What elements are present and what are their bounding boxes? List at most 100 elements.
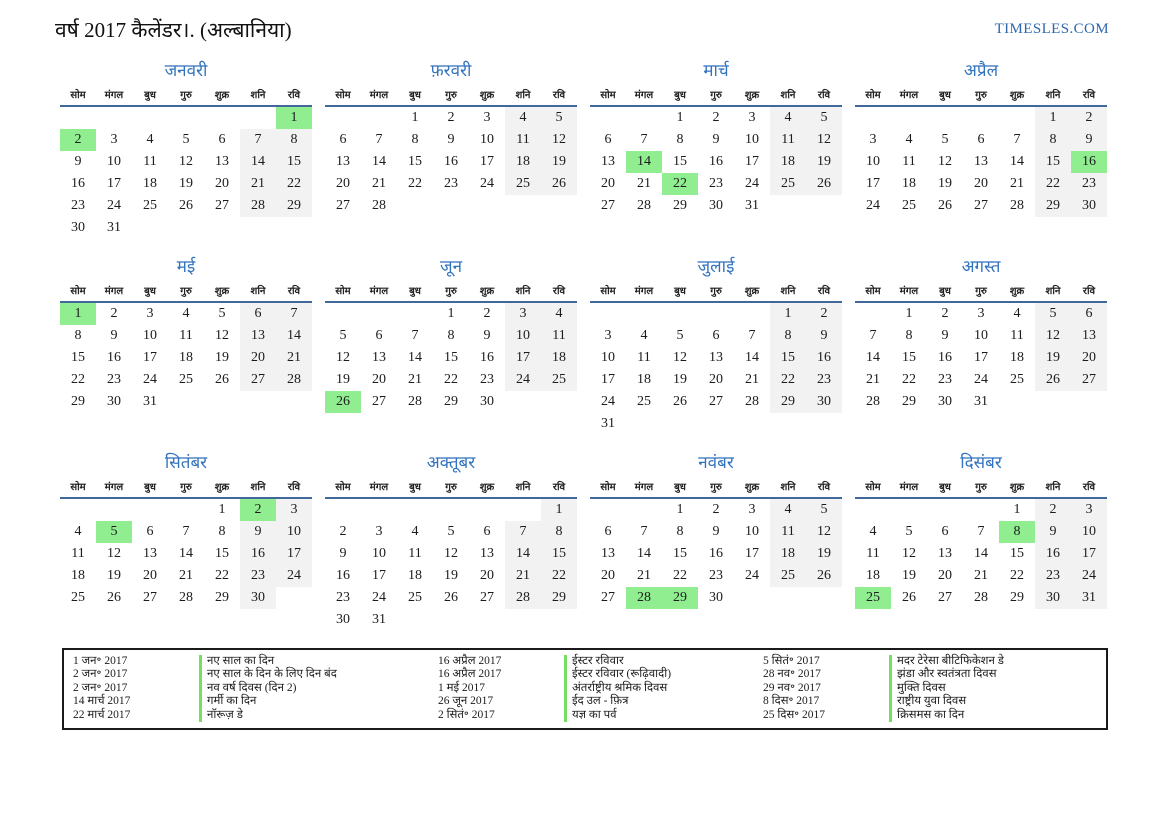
day-cell: 15 bbox=[1035, 151, 1071, 173]
day-cell: 4 bbox=[640, 328, 648, 343]
weekday-header: शनि bbox=[505, 478, 541, 499]
empty-cell bbox=[168, 498, 204, 521]
day-cell: 18 bbox=[866, 568, 880, 583]
weekday-header: मंगल bbox=[361, 282, 397, 303]
day-cell: 6 bbox=[218, 132, 226, 147]
day-cell: 14 bbox=[408, 350, 422, 365]
empty-cell bbox=[276, 587, 312, 609]
day-cell: 3 bbox=[276, 498, 312, 521]
day-cell: 13 bbox=[215, 154, 229, 169]
weekday-header: रवि bbox=[806, 282, 842, 303]
months-grid: जनवरी सोम मंगल बुध गुरु शुक्र शनि रवि 1 2 3 4 5 6 7 8 9 1… bbox=[60, 56, 1169, 644]
month-panel: सितंबर सोम मंगल बुध गुरु शुक्र शनि रवि 1 2 3 4 5 6 7 8 9… bbox=[60, 448, 312, 644]
day-cell: 9 bbox=[1035, 521, 1071, 543]
legend-entry: 14 मार्च 2017 गर्मी का दिन bbox=[64, 695, 429, 709]
day-cell: 12 bbox=[444, 546, 458, 561]
day-cell: 18 bbox=[179, 350, 193, 365]
day-cell: 18 bbox=[770, 543, 806, 565]
legend-entry: 22 मार्च 2017 नॉरूज़ डे bbox=[64, 708, 429, 723]
day-cell: 17 bbox=[480, 154, 494, 169]
weekday-header: सोम bbox=[855, 478, 891, 499]
legend-date: 2 जन॰ 2017 bbox=[73, 681, 128, 694]
empty-cell bbox=[999, 391, 1035, 413]
weekday-header: रवि bbox=[1071, 86, 1107, 107]
day-cell: 17 bbox=[1071, 543, 1107, 565]
month-grid: सोम मंगल बुध गुरु शुक्र शनि रवि 1 2 3 4 5 6 7 8 9 10 11 12… bbox=[60, 478, 312, 609]
week-row: 24 25 26 27 28 29 30 bbox=[590, 391, 842, 413]
day-cell: 10 bbox=[505, 325, 541, 347]
legend-entry: 8 दिस॰ 2017 राष्ट्रीय युवा दिवस bbox=[754, 695, 1106, 709]
day-cell: 19 bbox=[938, 176, 952, 191]
empty-cell bbox=[927, 498, 963, 521]
day-cell: 1 bbox=[676, 110, 684, 125]
empty-cell bbox=[132, 217, 168, 239]
day-cell: 23 bbox=[806, 369, 842, 391]
day-cell: 12 bbox=[806, 521, 842, 543]
empty-cell bbox=[770, 195, 806, 217]
weekday-header: सोम bbox=[855, 86, 891, 107]
day-cell: 31 bbox=[745, 198, 759, 213]
day-cell: 13 bbox=[601, 546, 615, 561]
weekday-header: गुरु bbox=[698, 478, 734, 499]
day-cell: 28 bbox=[1010, 198, 1024, 213]
day-cell: 4 bbox=[182, 306, 190, 321]
day-cell: 9 bbox=[74, 154, 82, 169]
day-cell: 8 bbox=[218, 524, 226, 539]
day-cell: 22 bbox=[1035, 173, 1071, 195]
day-cell: 17 bbox=[866, 176, 880, 191]
day-cell: 12 bbox=[673, 350, 687, 365]
day-cell: 20 bbox=[601, 568, 615, 583]
day-cell: 26 bbox=[806, 565, 842, 587]
day-cell: 21 bbox=[179, 568, 193, 583]
weekday-header: बुध bbox=[397, 478, 433, 499]
day-cell: 7 bbox=[1013, 132, 1021, 147]
day-cell: 1 bbox=[905, 306, 913, 321]
site-link[interactable]: TIMESLES.COM bbox=[994, 21, 1109, 37]
day-cell: 7 bbox=[276, 302, 312, 325]
day-cell: 14 bbox=[505, 543, 541, 565]
day-cell: 2 bbox=[1035, 498, 1071, 521]
day-cell: 27 bbox=[974, 198, 988, 213]
day-cell: 6 bbox=[604, 524, 612, 539]
day-cell: 8 bbox=[541, 521, 577, 543]
day-cell: 23 bbox=[1071, 173, 1107, 195]
day-cell: 25 bbox=[541, 369, 577, 391]
day-cell: 29 bbox=[215, 590, 229, 605]
day-cell: 24 bbox=[107, 198, 121, 213]
day-cell: 16 bbox=[240, 543, 276, 565]
day-cell: 8 bbox=[447, 328, 455, 343]
day-cell: 18 bbox=[541, 347, 577, 369]
empty-cell bbox=[1035, 391, 1071, 413]
empty-cell bbox=[240, 391, 276, 413]
empty-cell bbox=[626, 106, 662, 129]
empty-cell bbox=[397, 302, 433, 325]
day-cell: 6 bbox=[339, 132, 347, 147]
empty-cell bbox=[276, 217, 312, 239]
day-cell: 22 bbox=[71, 372, 85, 387]
day-cell: 27 bbox=[143, 590, 157, 605]
day-cell: 28 bbox=[179, 590, 193, 605]
day-cell: 27 bbox=[1071, 369, 1107, 391]
empty-cell bbox=[361, 498, 397, 521]
weekday-header: शुक्र bbox=[469, 282, 505, 303]
empty-cell bbox=[698, 302, 734, 325]
day-cell: 29 bbox=[541, 587, 577, 609]
day-cell: 22 bbox=[444, 372, 458, 387]
day-cell: 9 bbox=[712, 524, 720, 539]
day-cell: 27 bbox=[601, 590, 615, 605]
weekday-header: शनि bbox=[505, 86, 541, 107]
week-row: 9 10 11 12 13 14 15 bbox=[325, 543, 577, 565]
month-title: मई bbox=[176, 257, 196, 276]
day-cell: 21 bbox=[866, 372, 880, 387]
day-cell: 27 bbox=[938, 590, 952, 605]
day-cell: 3 bbox=[375, 524, 383, 539]
day-cell: 21 bbox=[408, 372, 422, 387]
week-row: 19 20 21 22 23 24 25 bbox=[325, 369, 577, 391]
day-cell: 28 bbox=[240, 195, 276, 217]
day-cell: 4 bbox=[770, 498, 806, 521]
